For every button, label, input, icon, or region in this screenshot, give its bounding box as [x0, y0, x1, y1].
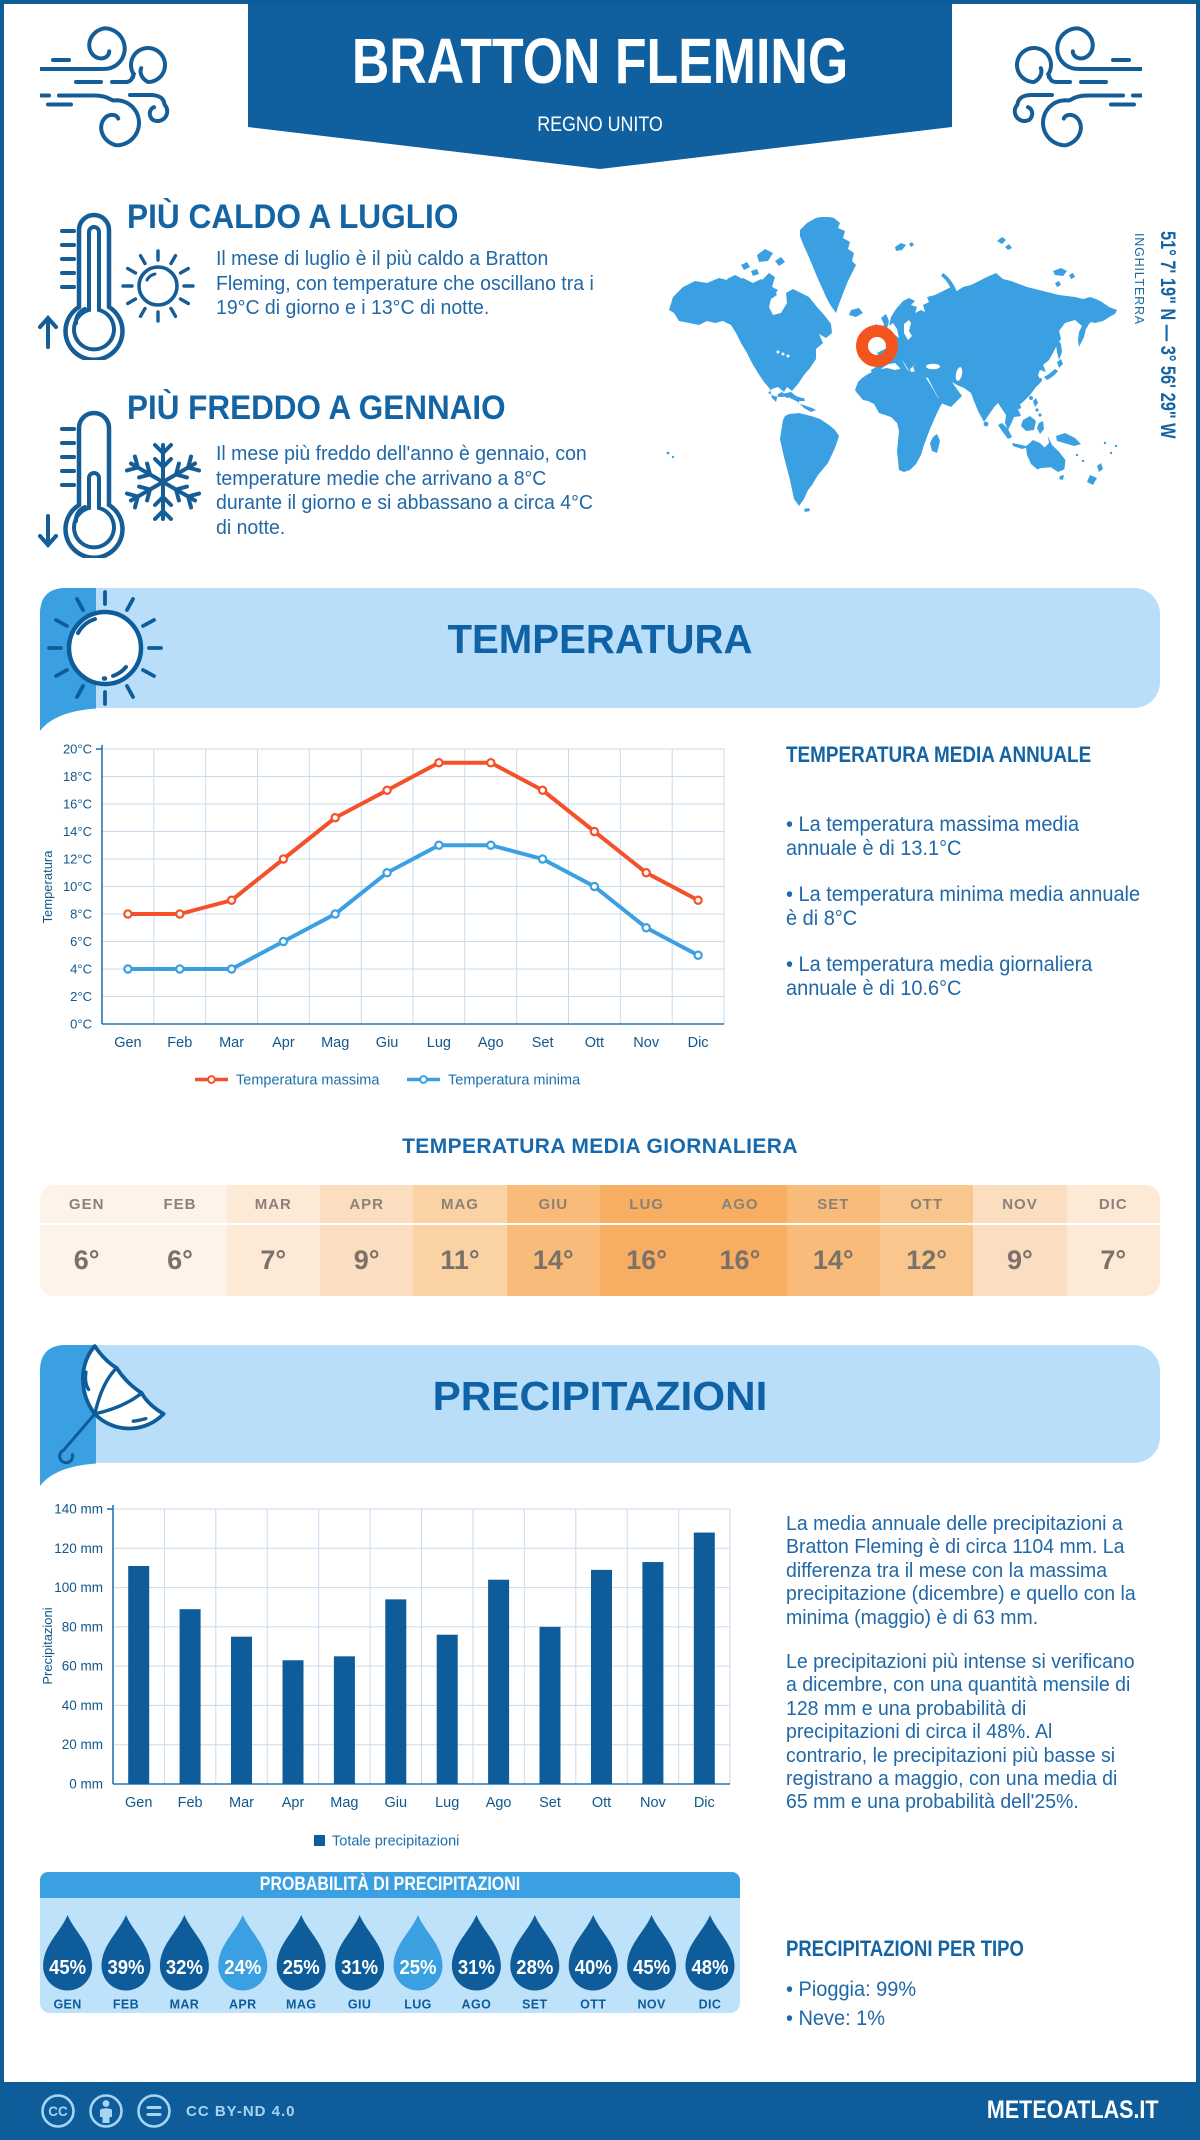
svg-text:Mar: Mar	[219, 1035, 244, 1051]
svg-text:Dic: Dic	[694, 1795, 715, 1811]
svg-text:140 mm: 140 mm	[54, 1502, 103, 1517]
svg-text:40%: 40%	[575, 1957, 612, 1979]
svg-text:MAR: MAR	[170, 1998, 200, 2012]
svg-text:MAG: MAG	[286, 1998, 316, 2012]
svg-text:Lug: Lug	[427, 1035, 451, 1051]
svg-text:25%: 25%	[283, 1957, 320, 1979]
svg-text:16°C: 16°C	[63, 797, 92, 812]
svg-text:Nov: Nov	[640, 1795, 667, 1811]
svg-text:24%: 24%	[224, 1957, 261, 1979]
svg-text:0 mm: 0 mm	[69, 1777, 103, 1792]
svg-text:32%: 32%	[166, 1957, 203, 1979]
svg-text:31%: 31%	[341, 1957, 378, 1979]
svg-text:Mag: Mag	[330, 1795, 358, 1811]
svg-text:GEN: GEN	[53, 1998, 81, 2012]
svg-text:Mar: Mar	[229, 1795, 254, 1811]
svg-text:Feb: Feb	[178, 1795, 203, 1811]
svg-text:FEB: FEB	[113, 1998, 139, 2012]
svg-text:Mag: Mag	[321, 1035, 349, 1051]
svg-text:Temperatura: Temperatura	[40, 850, 55, 924]
svg-text:48%: 48%	[692, 1957, 729, 1979]
svg-text:120 mm: 120 mm	[54, 1541, 103, 1556]
svg-text:Temperatura minima: Temperatura minima	[448, 1073, 581, 1089]
svg-text:2°C: 2°C	[70, 989, 92, 1004]
svg-text:28%: 28%	[516, 1957, 553, 1979]
svg-text:Temperatura massima: Temperatura massima	[236, 1073, 380, 1089]
svg-text:39%: 39%	[108, 1957, 145, 1979]
svg-text:0°C: 0°C	[70, 1017, 92, 1032]
svg-text:45%: 45%	[49, 1957, 86, 1979]
svg-text:LUG: LUG	[404, 1998, 432, 2012]
svg-text:20 mm: 20 mm	[62, 1737, 103, 1752]
svg-text:OTT: OTT	[580, 1998, 606, 2012]
svg-text:Ago: Ago	[478, 1035, 504, 1051]
svg-text:Set: Set	[539, 1795, 561, 1811]
svg-text:10°C: 10°C	[63, 879, 92, 894]
svg-text:Set: Set	[532, 1035, 554, 1051]
svg-text:25%: 25%	[400, 1957, 437, 1979]
svg-text:Gen: Gen	[125, 1795, 152, 1811]
svg-text:12°C: 12°C	[63, 852, 92, 867]
svg-text:Giu: Giu	[376, 1035, 399, 1051]
svg-text:Apr: Apr	[272, 1035, 295, 1051]
svg-text:100 mm: 100 mm	[54, 1580, 103, 1595]
svg-text:NOV: NOV	[637, 1998, 666, 2012]
svg-text:80 mm: 80 mm	[62, 1619, 103, 1634]
svg-text:Gen: Gen	[114, 1035, 141, 1051]
svg-text:4°C: 4°C	[70, 962, 92, 977]
svg-text:Feb: Feb	[167, 1035, 192, 1051]
svg-text:40 mm: 40 mm	[62, 1698, 103, 1713]
svg-text:14°C: 14°C	[63, 824, 92, 839]
svg-text:DIC: DIC	[699, 1998, 722, 2012]
svg-text:60 mm: 60 mm	[62, 1659, 103, 1674]
svg-text:20°C: 20°C	[63, 742, 92, 757]
svg-text:6°C: 6°C	[70, 934, 92, 949]
svg-text:45%: 45%	[633, 1957, 670, 1979]
svg-text:Giu: Giu	[385, 1795, 408, 1811]
svg-text:Apr: Apr	[282, 1795, 305, 1811]
svg-text:Precipitazioni: Precipitazioni	[40, 1607, 55, 1684]
svg-text:Ott: Ott	[592, 1795, 611, 1811]
svg-text:SET: SET	[522, 1998, 548, 2012]
svg-text:CC: CC	[48, 2104, 68, 2119]
svg-text:GIU: GIU	[348, 1998, 371, 2012]
svg-text:Nov: Nov	[633, 1035, 660, 1051]
svg-text:APR: APR	[229, 1998, 257, 2012]
svg-text:Totale precipitazioni: Totale precipitazioni	[332, 1834, 459, 1850]
svg-text:AGO: AGO	[462, 1998, 492, 2012]
svg-text:Ago: Ago	[486, 1795, 512, 1811]
svg-text:8°C: 8°C	[70, 907, 92, 922]
svg-text:18°C: 18°C	[63, 769, 92, 784]
svg-text:31%: 31%	[458, 1957, 495, 1979]
svg-text:Dic: Dic	[688, 1035, 709, 1051]
svg-text:Lug: Lug	[435, 1795, 459, 1811]
svg-text:Ott: Ott	[585, 1035, 604, 1051]
